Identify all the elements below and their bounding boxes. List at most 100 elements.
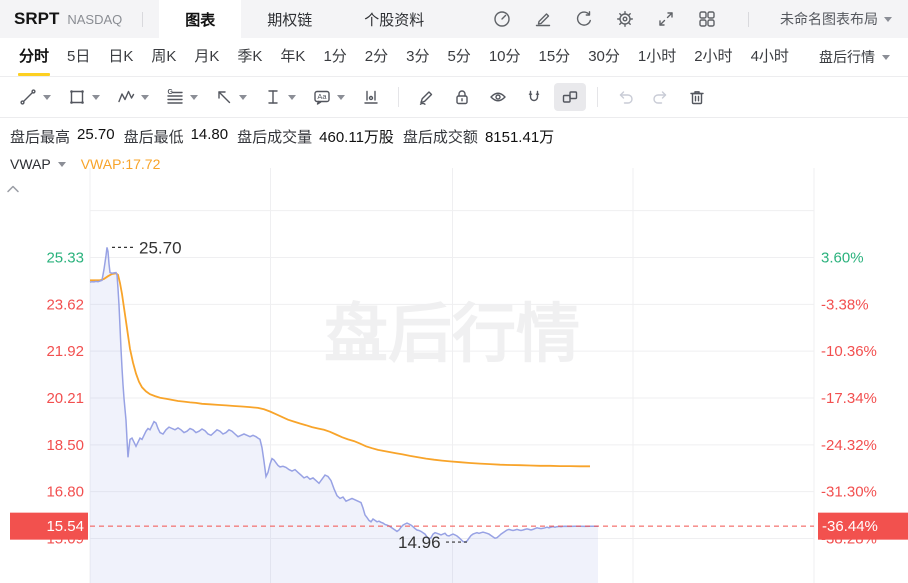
timeframe-1min[interactable]: 1分 [323, 48, 347, 65]
layout-name: 未命名图表布局 [780, 11, 878, 27]
svg-text:Aa: Aa [317, 92, 327, 101]
header-tabs: 图表 期权链 个股资料 [159, 0, 450, 38]
price-area-fill [90, 247, 598, 583]
divider [748, 11, 749, 27]
timeframe-quarter-k[interactable]: 季K [237, 48, 263, 65]
timeframe-intraday[interactable]: 分时 [10, 38, 58, 76]
wave-pattern-icon [118, 90, 135, 103]
measure-tool[interactable] [355, 83, 387, 111]
right-axis-tick: -31.30% [821, 484, 877, 501]
right-axis-tick: -10.36% [821, 343, 877, 360]
stat-session-turnover: 盘后成交额 8151.41万 [402, 129, 555, 146]
undo-icon [619, 91, 633, 104]
timeframe-year-k[interactable]: 年K [280, 48, 306, 65]
brush-tool[interactable] [410, 83, 442, 111]
session-label: 盘后行情 [819, 49, 875, 65]
collapse-panel-button[interactable] [6, 181, 20, 199]
exchange: NASDAQ [67, 11, 123, 27]
redo-button[interactable] [645, 83, 677, 111]
trash-icon [690, 91, 704, 105]
low-annotation-label: 14.96 [398, 533, 441, 552]
chevron-down-icon [57, 161, 66, 167]
magnet-icon [528, 90, 540, 102]
timeframe-10min[interactable]: 10分 [488, 48, 521, 65]
text-label-icon: Aa [314, 90, 330, 105]
left-axis-tick: 21.92 [46, 343, 84, 360]
price-chart[interactable]: 盘后行情25.3323.6221.9220.2118.5016.8015.093… [0, 118, 908, 583]
chevron-down-icon [884, 16, 892, 22]
layout-grid-button[interactable] [697, 9, 717, 29]
chevron-down-icon [43, 94, 51, 100]
header-bar: SRPT NASDAQ 图表 期权链 个股资料 [0, 0, 908, 38]
price-range-tool[interactable] [257, 83, 302, 111]
price-range-icon [268, 90, 278, 104]
timeframe-week-k[interactable]: 周K [151, 48, 177, 65]
right-axis-tick: -24.32% [821, 437, 877, 454]
tab-chart[interactable]: 图表 [159, 0, 242, 38]
link-charts-tool[interactable] [554, 83, 586, 111]
fullscreen-button[interactable] [656, 9, 676, 29]
refresh-icon [576, 11, 591, 26]
arrow-tool[interactable] [208, 83, 253, 111]
current-change-badge [818, 512, 908, 540]
symbol-group: SRPT NASDAQ [0, 9, 153, 29]
timeframe-2h[interactable]: 2小时 [694, 48, 733, 65]
timeframe-5min[interactable]: 5分 [447, 48, 471, 65]
lock-tool[interactable] [446, 83, 478, 111]
left-axis-tick: 25.33 [46, 250, 84, 267]
timeframe-5d[interactable]: 5日 [67, 48, 91, 65]
arrow-icon [218, 91, 231, 104]
timeframe-day-k[interactable]: 日K [108, 48, 134, 65]
timeframe-3min[interactable]: 3分 [406, 48, 430, 65]
compose-button[interactable] [533, 9, 553, 29]
header-actions: 未命名图表布局 [492, 9, 908, 29]
chevron-down-icon [882, 54, 890, 60]
price-line [89, 247, 598, 543]
undo-button[interactable] [609, 83, 641, 111]
session-selector[interactable]: 盘后行情 [819, 47, 898, 67]
current-price-badge [10, 512, 88, 540]
timeframe-2min[interactable]: 2分 [364, 48, 389, 65]
chevron-up-icon [7, 185, 19, 193]
text-note-tool[interactable]: Aa [306, 83, 351, 111]
chevron-down-icon [92, 94, 100, 100]
gann-tool[interactable]: G [159, 83, 204, 111]
timeframe-15min[interactable]: 15分 [538, 48, 571, 65]
tab-option-chain[interactable]: 期权链 [267, 11, 313, 29]
layout-selector[interactable]: 未命名图表布局 [780, 9, 892, 29]
timeframe-month-k[interactable]: 月K [194, 48, 220, 65]
refresh-button[interactable] [574, 9, 594, 29]
trend-line-icon [20, 89, 36, 105]
redo-icon [653, 91, 667, 104]
timeframe-4h[interactable]: 4小时 [750, 48, 789, 65]
divider [398, 87, 399, 107]
indicator-value: VWAP:17.72 [80, 156, 161, 172]
visibility-tool[interactable] [482, 83, 514, 111]
linked-squares-icon [562, 91, 578, 103]
timeframe-bar: 分时 5日 日K 周K 月K 季K 年K 1分 2分 3分 5分 10分 15分… [0, 38, 908, 77]
gauge-button[interactable] [492, 9, 512, 29]
magnet-tool[interactable] [518, 83, 550, 111]
timeframe-30min[interactable]: 30分 [588, 48, 620, 65]
divider [597, 87, 598, 107]
gauge-icon [494, 11, 510, 27]
timeframe-1h[interactable]: 1小时 [637, 48, 677, 65]
right-axis-tick: -17.34% [821, 390, 877, 407]
measure-icon [364, 90, 378, 104]
shapes-tool[interactable] [61, 83, 106, 111]
symbol[interactable]: SRPT [14, 9, 60, 28]
indicator-selector[interactable]: VWAP [10, 156, 51, 172]
trend-line-tool[interactable] [12, 83, 57, 111]
delete-button[interactable] [681, 83, 713, 111]
settings-button[interactable] [615, 9, 635, 29]
tab-stock-info[interactable]: 个股资料 [364, 11, 425, 29]
left-axis-tick: 16.80 [46, 484, 84, 501]
elliott-wave-tool[interactable] [110, 83, 155, 111]
lock-icon [456, 90, 468, 105]
chevron-down-icon [337, 94, 345, 100]
vwap-line [90, 272, 590, 468]
chevron-down-icon [288, 94, 296, 100]
session-stats: 盘后最高 25.70 盘后最低 14.80 盘后成交量 460.11万股 盘后成… [10, 126, 554, 147]
pencil-icon [419, 91, 433, 105]
